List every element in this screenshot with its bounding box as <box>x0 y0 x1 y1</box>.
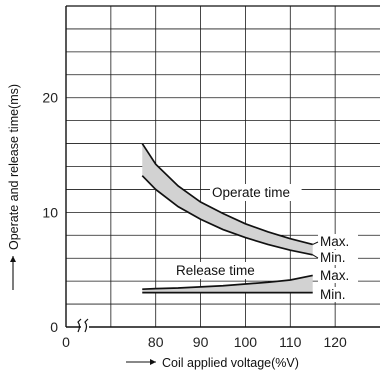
grid <box>66 6 380 327</box>
axis-break-mark-right <box>84 318 89 333</box>
y-tick-label: 0 <box>50 319 58 335</box>
x-tick-label: 100 <box>234 334 258 350</box>
operate-min-leader <box>312 254 319 259</box>
x-axis-arrow-head <box>150 359 156 365</box>
release-time-max-line <box>142 274 313 291</box>
x-origin-label: 0 <box>62 334 70 350</box>
operate-time-label: Operate time <box>212 185 290 200</box>
operate-max-label-bg <box>318 234 358 249</box>
x-tick-label: 80 <box>148 334 164 350</box>
operate-max-leader <box>312 241 319 245</box>
release-time-label-bg <box>174 262 266 279</box>
tick-labels: 80 90 100 110 120 0 10 20 0 <box>42 90 347 350</box>
operate-time-max-line <box>141 143 313 246</box>
release-min-label: Min. <box>320 287 346 302</box>
operate-time-label-bg <box>210 184 302 201</box>
operate-time-band <box>142 143 313 255</box>
axis-labels: Coil applied voltage(%V) Operate and rele… <box>7 84 299 370</box>
axis-break-mark-left <box>77 318 82 333</box>
plot-frame <box>65 5 380 333</box>
operate-time-min-line <box>141 175 313 256</box>
axis-break-gap <box>81 321 89 333</box>
y-tick-label: 20 <box>42 90 58 106</box>
release-max-label-bg <box>318 268 358 283</box>
y-axis-label: Operate and release time(ms) <box>7 84 21 250</box>
y-axis-arrow-head <box>10 256 16 262</box>
x-tick-label: 120 <box>323 334 347 350</box>
operate-max-label: Max. <box>320 234 349 249</box>
x-tick-label: 90 <box>193 334 209 350</box>
curves <box>141 143 313 294</box>
operate-min-label: Min. <box>320 250 346 265</box>
x-axis-label: Coil applied voltage(%V) <box>162 356 299 370</box>
release-max-label: Max. <box>320 268 349 283</box>
y-tick-label: 10 <box>42 204 58 220</box>
x-tick-label: 110 <box>279 334 302 350</box>
operate-min-label-bg <box>318 250 358 265</box>
release-min-label-bg <box>318 287 358 302</box>
release-time-label: Release time <box>176 263 255 278</box>
